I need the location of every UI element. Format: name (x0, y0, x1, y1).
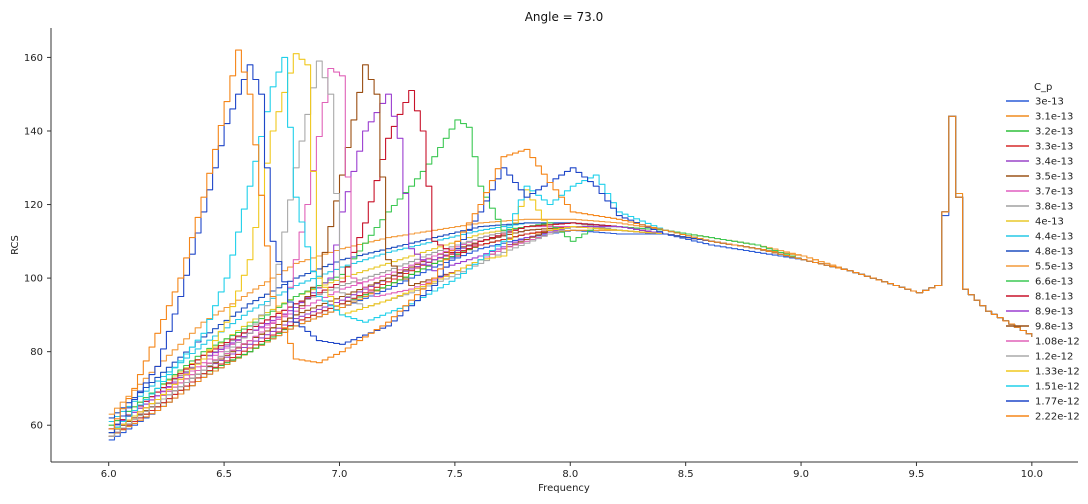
series-line-9.8e-13 (108, 64, 1033, 434)
legend-entry: 8.1e-13 (1035, 292, 1073, 303)
series-line-3.3e-13 (108, 115, 1033, 437)
series-line-1.33e-12 (108, 53, 1033, 434)
chart-title: Angle = 73.0 (525, 10, 604, 24)
series-line-1.08e-12 (108, 67, 1033, 434)
x-tick-label: 9.5 (908, 469, 924, 480)
x-tick-label: 8.0 (562, 469, 578, 480)
legend-entry: 3.1e-13 (1035, 112, 1073, 123)
x-tick-label: 6.5 (216, 469, 232, 480)
legend-entry: 5.5e-13 (1035, 262, 1073, 273)
x-tick-label: 6.0 (101, 469, 117, 480)
legend-entry: 3.4e-13 (1035, 157, 1073, 168)
y-tick-label: 160 (24, 53, 43, 64)
legend-entry: 3.3e-13 (1035, 142, 1073, 153)
y-tick-label: 140 (24, 126, 43, 137)
legend-entry: 3.8e-13 (1035, 202, 1073, 213)
series-line-1.77e-12 (108, 64, 1033, 434)
series-line-1.2e-12 (108, 60, 1033, 437)
legend-title: C_p (1034, 82, 1052, 93)
legend-entry: 1.08e-12 (1035, 337, 1080, 348)
legend-entry: 4.4e-13 (1035, 232, 1073, 243)
y-tick-label: 60 (30, 421, 43, 432)
legend-entry: 8.9e-13 (1035, 307, 1073, 318)
x-axis-ticks: 6.0 6.5 7.0 7.5 8.0 8.5 9.0 9.5 10.0 (101, 462, 1043, 480)
legend-entry: 4e-13 (1035, 217, 1064, 228)
legend-entry: 1.33e-12 (1035, 367, 1080, 378)
legend-entry: 3.7e-13 (1035, 187, 1073, 198)
legend-entry: 3e-13 (1035, 97, 1064, 108)
y-tick-label: 80 (30, 347, 43, 358)
y-tick-label: 100 (24, 274, 43, 285)
series-line-3e-13 (108, 115, 1033, 441)
series-line-2.22e-12 (108, 49, 1033, 430)
series-line-1.51e-12 (108, 56, 1033, 434)
plot-area (108, 49, 1033, 441)
y-axis-ticks: 60 80 100 120 140 160 (24, 53, 51, 432)
series-line-3.1e-13 (108, 115, 1033, 437)
x-tick-label: 8.5 (678, 469, 694, 480)
legend-entry: 4.8e-13 (1035, 247, 1073, 258)
legend-entry: 1.2e-12 (1035, 352, 1073, 363)
x-tick-label: 9.0 (793, 469, 809, 480)
legend-entry: 9.8e-13 (1035, 322, 1073, 333)
x-tick-label: 7.5 (447, 469, 463, 480)
legend-entry: 3.5e-13 (1035, 172, 1073, 183)
x-tick-label: 10.0 (1021, 469, 1043, 480)
x-axis-label: Frequency (538, 483, 590, 494)
series-line-3.2e-13 (108, 115, 1033, 437)
legend-entry: 1.51e-12 (1035, 382, 1080, 393)
legend-entry: 6.6e-13 (1035, 277, 1073, 288)
x-tick-label: 7.0 (332, 469, 348, 480)
legend-entry: 2.22e-12 (1035, 412, 1080, 423)
legend-entry: 3.2e-13 (1035, 127, 1073, 138)
legend-entry: 1.77e-12 (1035, 397, 1080, 408)
legend: C_p 3e-13 3.1e-13 3.2e-13 3.3e-13 3.4e-13 3.5… (1006, 82, 1080, 423)
y-tick-label: 120 (24, 200, 43, 211)
y-axis-label: RCS (10, 235, 21, 255)
